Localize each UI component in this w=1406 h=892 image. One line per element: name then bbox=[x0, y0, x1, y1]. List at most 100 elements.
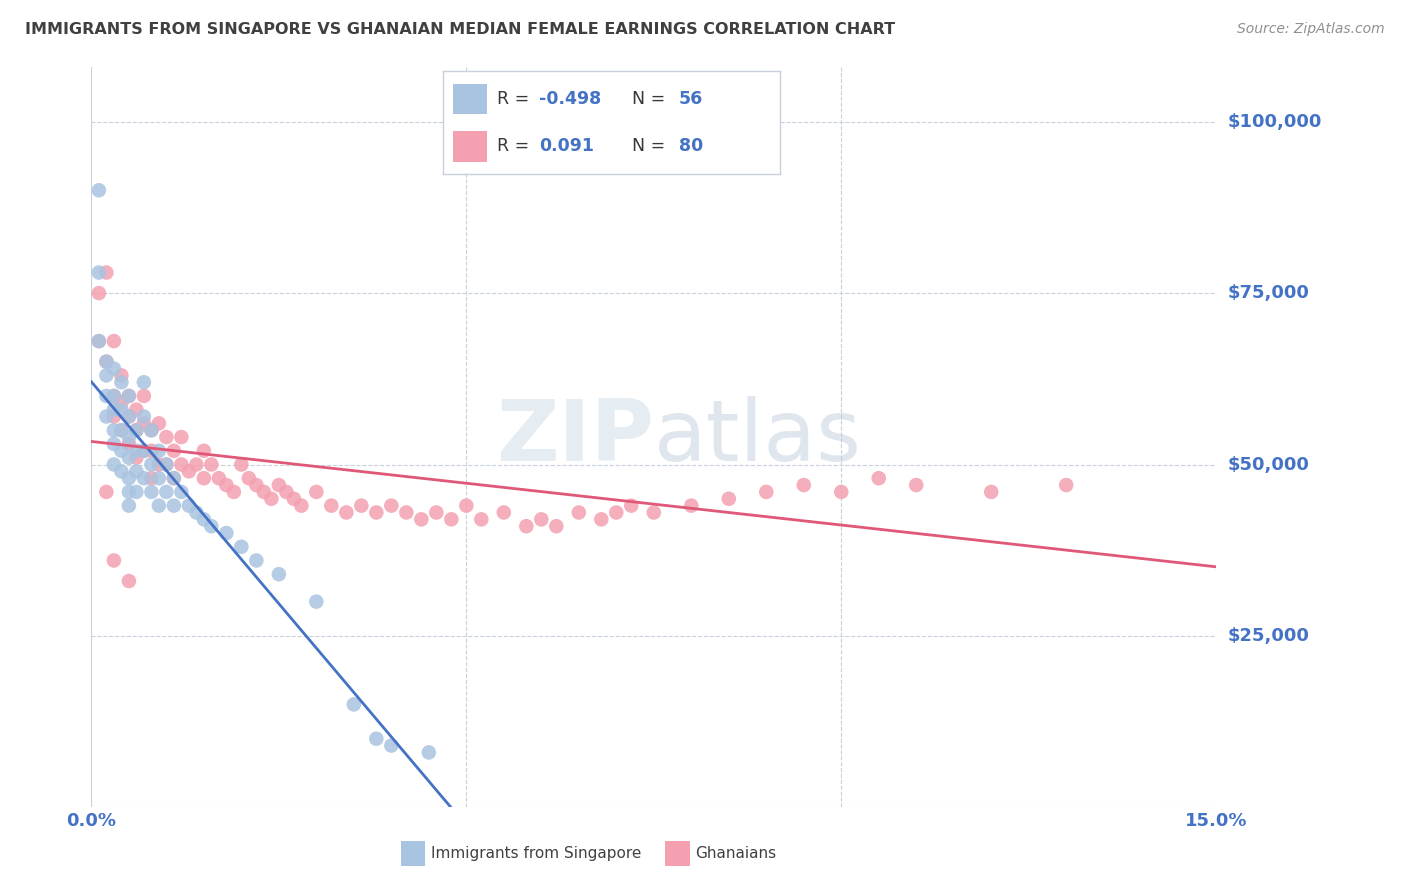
Point bbox=[163, 471, 186, 485]
Point bbox=[208, 471, 231, 485]
Point bbox=[87, 334, 110, 348]
Point bbox=[125, 450, 148, 465]
Point bbox=[245, 553, 267, 567]
Point bbox=[717, 491, 740, 506]
Text: 0.091: 0.091 bbox=[538, 137, 595, 155]
Point bbox=[231, 540, 253, 554]
Point bbox=[118, 450, 141, 465]
Point bbox=[125, 402, 148, 417]
Point bbox=[425, 506, 447, 520]
Point bbox=[125, 423, 148, 437]
Point bbox=[568, 506, 591, 520]
Point bbox=[155, 484, 177, 499]
Point bbox=[132, 443, 155, 458]
Point bbox=[440, 512, 463, 526]
Point bbox=[96, 266, 118, 280]
Text: Ghanaians: Ghanaians bbox=[696, 847, 776, 862]
Point bbox=[103, 423, 125, 437]
Point bbox=[110, 423, 132, 437]
Point bbox=[110, 376, 132, 390]
Point bbox=[96, 484, 118, 499]
Point bbox=[395, 506, 418, 520]
Point bbox=[305, 484, 328, 499]
Point bbox=[132, 471, 155, 485]
Point bbox=[321, 499, 343, 513]
Point bbox=[793, 478, 815, 492]
Point bbox=[200, 458, 222, 472]
Text: -0.498: -0.498 bbox=[538, 90, 602, 108]
Point bbox=[125, 464, 148, 478]
Point bbox=[96, 354, 118, 368]
Text: N =: N = bbox=[631, 90, 671, 108]
Point bbox=[103, 361, 125, 376]
Text: $100,000: $100,000 bbox=[1227, 112, 1322, 131]
Point bbox=[335, 506, 357, 520]
Point bbox=[231, 458, 253, 472]
Point bbox=[125, 423, 148, 437]
Point bbox=[215, 478, 238, 492]
Point bbox=[87, 183, 110, 197]
Point bbox=[132, 389, 155, 403]
Point bbox=[103, 334, 125, 348]
Point bbox=[110, 402, 132, 417]
Point bbox=[200, 519, 222, 533]
Point bbox=[546, 519, 568, 533]
Point bbox=[118, 409, 141, 424]
Point bbox=[366, 731, 388, 746]
Point bbox=[148, 499, 170, 513]
Point bbox=[103, 437, 125, 451]
Point bbox=[170, 484, 193, 499]
Point bbox=[253, 484, 276, 499]
Point bbox=[141, 458, 163, 472]
Point bbox=[605, 506, 627, 520]
Point bbox=[350, 499, 373, 513]
Point bbox=[155, 458, 177, 472]
Point bbox=[267, 478, 290, 492]
Point bbox=[456, 499, 478, 513]
Point bbox=[148, 443, 170, 458]
Point bbox=[215, 526, 238, 541]
Point bbox=[177, 464, 200, 478]
Point bbox=[110, 396, 132, 410]
Point bbox=[418, 746, 440, 760]
Point bbox=[118, 437, 141, 451]
Point bbox=[290, 499, 312, 513]
Point bbox=[87, 334, 110, 348]
Point bbox=[177, 499, 200, 513]
Point bbox=[1054, 478, 1077, 492]
Point bbox=[222, 484, 245, 499]
Point bbox=[103, 389, 125, 403]
Point bbox=[118, 471, 141, 485]
Text: Immigrants from Singapore: Immigrants from Singapore bbox=[432, 847, 641, 862]
Point bbox=[141, 484, 163, 499]
Point bbox=[148, 471, 170, 485]
Text: N =: N = bbox=[631, 137, 671, 155]
Text: R =: R = bbox=[496, 90, 534, 108]
Bar bbox=[401, 840, 426, 866]
Point bbox=[343, 698, 366, 712]
Point bbox=[118, 430, 141, 444]
Text: 80: 80 bbox=[679, 137, 703, 155]
Point bbox=[267, 567, 290, 582]
Point bbox=[96, 368, 118, 383]
Point bbox=[643, 506, 665, 520]
Point bbox=[141, 471, 163, 485]
Point bbox=[110, 423, 132, 437]
Point bbox=[868, 471, 890, 485]
Point bbox=[110, 464, 132, 478]
Point bbox=[141, 423, 163, 437]
Point bbox=[492, 506, 515, 520]
Point bbox=[620, 499, 643, 513]
Point bbox=[163, 499, 186, 513]
Point bbox=[515, 519, 537, 533]
Point bbox=[96, 409, 118, 424]
Point bbox=[141, 423, 163, 437]
Point bbox=[905, 478, 928, 492]
Point bbox=[103, 389, 125, 403]
Point bbox=[125, 443, 148, 458]
Point bbox=[103, 402, 125, 417]
Point bbox=[118, 409, 141, 424]
Point bbox=[193, 512, 215, 526]
Text: atlas: atlas bbox=[654, 395, 862, 479]
Text: $25,000: $25,000 bbox=[1227, 627, 1309, 645]
